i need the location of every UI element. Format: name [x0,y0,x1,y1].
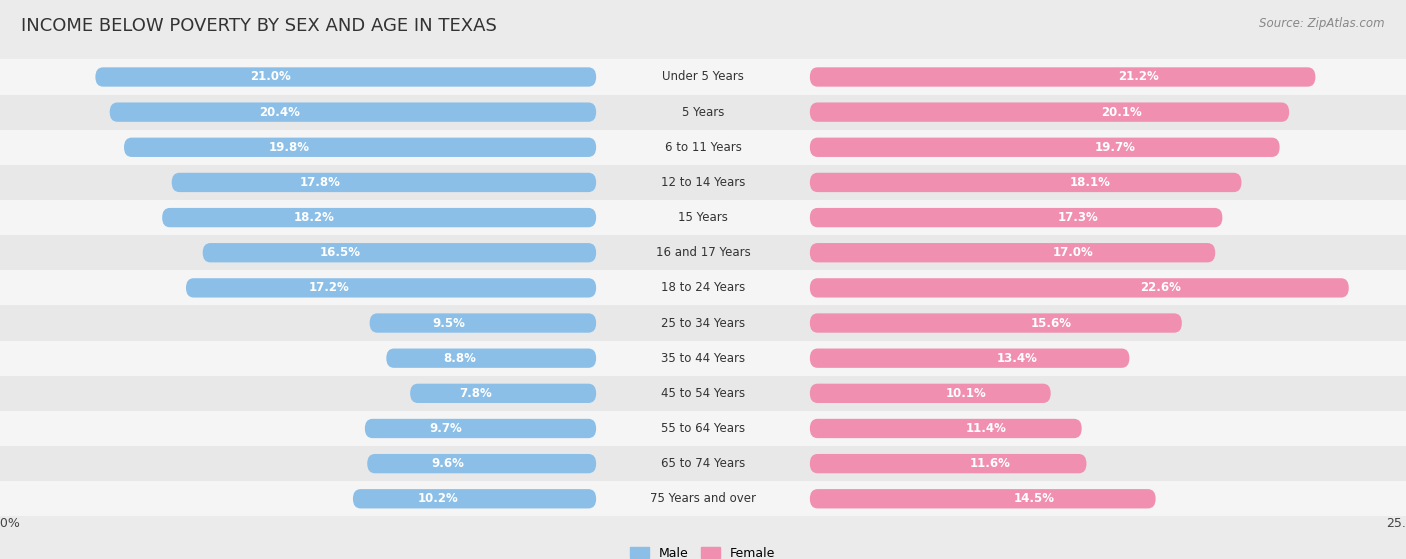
Text: 8.8%: 8.8% [443,352,477,364]
FancyBboxPatch shape [186,278,596,297]
Text: 18 to 24 Years: 18 to 24 Years [661,281,745,295]
Bar [0,305,1406,340]
Text: 17.2%: 17.2% [309,281,350,295]
Bar [0,94,1406,130]
Text: 9.6%: 9.6% [430,457,464,470]
FancyBboxPatch shape [810,278,1348,297]
FancyBboxPatch shape [810,454,1087,473]
FancyBboxPatch shape [387,348,596,368]
FancyBboxPatch shape [411,383,596,403]
Text: 25.0%: 25.0% [1386,517,1406,530]
Text: 11.6%: 11.6% [969,457,1010,470]
FancyBboxPatch shape [810,348,1129,368]
Bar [0,59,1406,94]
Text: 18.2%: 18.2% [294,211,335,224]
Text: 7.8%: 7.8% [458,387,492,400]
FancyBboxPatch shape [370,314,596,333]
Text: 55 to 64 Years: 55 to 64 Years [661,422,745,435]
Text: 65 to 74 Years: 65 to 74 Years [661,457,745,470]
Text: 25.0%: 25.0% [0,517,20,530]
Text: 14.5%: 14.5% [1014,492,1054,505]
Text: 9.5%: 9.5% [433,316,465,330]
Text: Source: ZipAtlas.com: Source: ZipAtlas.com [1260,17,1385,30]
FancyBboxPatch shape [172,173,596,192]
Bar [0,165,1406,200]
Text: 25 to 34 Years: 25 to 34 Years [661,316,745,330]
FancyBboxPatch shape [810,138,1279,157]
Text: 16.5%: 16.5% [321,246,361,259]
FancyBboxPatch shape [202,243,596,262]
Bar [0,376,1406,411]
Text: 45 to 54 Years: 45 to 54 Years [661,387,745,400]
FancyBboxPatch shape [810,102,1289,122]
Text: Under 5 Years: Under 5 Years [662,70,744,83]
Text: 18.1%: 18.1% [1070,176,1111,189]
FancyBboxPatch shape [810,489,1156,509]
FancyBboxPatch shape [353,489,596,509]
Text: 6 to 11 Years: 6 to 11 Years [665,141,741,154]
Text: 12 to 14 Years: 12 to 14 Years [661,176,745,189]
Text: 11.4%: 11.4% [966,422,1007,435]
Text: 20.4%: 20.4% [260,106,301,119]
FancyBboxPatch shape [810,67,1316,87]
Bar [0,446,1406,481]
Text: INCOME BELOW POVERTY BY SEX AND AGE IN TEXAS: INCOME BELOW POVERTY BY SEX AND AGE IN T… [21,17,496,35]
FancyBboxPatch shape [810,243,1215,262]
FancyBboxPatch shape [124,138,596,157]
FancyBboxPatch shape [810,314,1182,333]
Text: 21.2%: 21.2% [1118,70,1159,83]
Text: 75 Years and over: 75 Years and over [650,492,756,505]
Bar [0,235,1406,271]
Text: 15 Years: 15 Years [678,211,728,224]
Text: 35 to 44 Years: 35 to 44 Years [661,352,745,364]
FancyBboxPatch shape [810,173,1241,192]
Text: 13.4%: 13.4% [997,352,1038,364]
Text: 9.7%: 9.7% [429,422,463,435]
FancyBboxPatch shape [367,454,596,473]
Bar [0,130,1406,165]
Text: 10.1%: 10.1% [946,387,987,400]
Text: 10.2%: 10.2% [418,492,458,505]
Text: 22.6%: 22.6% [1140,281,1181,295]
FancyBboxPatch shape [110,102,596,122]
Text: 20.1%: 20.1% [1101,106,1142,119]
Text: 21.0%: 21.0% [250,70,291,83]
FancyBboxPatch shape [810,419,1081,438]
Text: 17.8%: 17.8% [299,176,340,189]
Bar [0,340,1406,376]
FancyBboxPatch shape [96,67,596,87]
Bar [0,200,1406,235]
FancyBboxPatch shape [810,383,1050,403]
FancyBboxPatch shape [162,208,596,228]
Bar [0,411,1406,446]
Text: 15.6%: 15.6% [1031,316,1073,330]
Text: 17.3%: 17.3% [1057,211,1098,224]
Legend: Male, Female: Male, Female [626,542,780,559]
FancyBboxPatch shape [810,208,1222,228]
Text: 19.8%: 19.8% [269,141,309,154]
Bar [0,271,1406,305]
Text: 16 and 17 Years: 16 and 17 Years [655,246,751,259]
Text: 17.0%: 17.0% [1053,246,1094,259]
Text: 19.7%: 19.7% [1095,141,1136,154]
Text: 5 Years: 5 Years [682,106,724,119]
FancyBboxPatch shape [364,419,596,438]
Bar [0,481,1406,517]
